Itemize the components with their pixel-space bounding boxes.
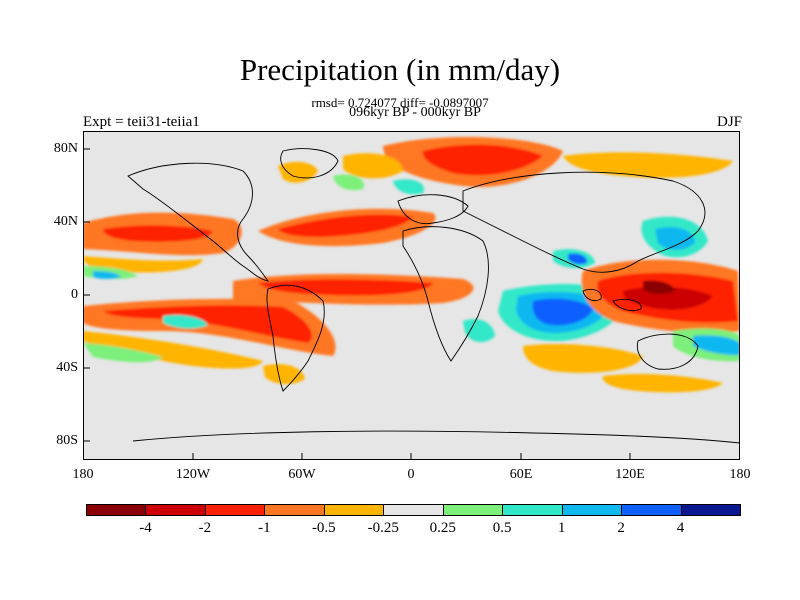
colorbar-label: 1 [557, 520, 566, 536]
x-tick-label: 60W [288, 467, 316, 482]
colorbar-segment [264, 504, 325, 516]
experiment-label: Expt = teii31-teiia1 [83, 114, 200, 130]
coastlines [127, 148, 741, 444]
colorbar-segment [323, 504, 385, 516]
y-tick-label: 40N [53, 214, 78, 229]
colorbar-segment [442, 504, 504, 516]
x-tick-label: 120W [175, 467, 211, 482]
x-tick-label: 120E [615, 467, 645, 482]
map-plot [83, 131, 741, 460]
y-tick-label: 80S [56, 433, 78, 448]
colorbar [86, 504, 741, 516]
precip-anomaly-fields [83, 136, 740, 393]
colorbar-segment [145, 504, 206, 516]
colorbar-label: -0.25 [367, 520, 399, 536]
colorbar-label: -1 [258, 520, 271, 536]
colorbar-segment [621, 504, 682, 516]
x-tick-label: 0 [407, 467, 415, 482]
colorbar-label: 0.25 [429, 520, 456, 536]
axis-ticks [83, 148, 631, 460]
colorbar-label: 4 [676, 520, 685, 536]
stats-subtitle: rmsd= 0.724077 diff= -0.0897007 [311, 95, 489, 110]
colorbar-segment [204, 504, 266, 516]
colorbar-segment [680, 504, 741, 516]
colorbar-label: 0.5 [492, 520, 512, 536]
season-label: DJF [716, 114, 742, 130]
colorbar-label: -4 [139, 520, 152, 536]
x-tick-label: 180 [72, 467, 94, 482]
y-tick-label: 80N [53, 141, 78, 156]
colorbar-label: -2 [198, 520, 212, 536]
colorbar-segment [561, 504, 623, 516]
colorbar-segment [502, 504, 563, 516]
colorbar-label: -0.5 [311, 520, 336, 536]
colorbar-segment [86, 504, 147, 516]
map-svg [83, 131, 741, 460]
x-tick-label: 180 [729, 467, 751, 482]
colorbar-label: 2 [617, 520, 625, 536]
period-subtitle: 096kyr BP - 000kyr BP [349, 105, 481, 120]
plot-title: Precipitation (in mm/day) [239, 52, 561, 87]
colorbar-segment [383, 504, 444, 516]
y-tick-label: 0 [71, 287, 78, 302]
x-tick-label: 60E [509, 467, 533, 482]
y-tick-label: 40S [56, 360, 78, 375]
